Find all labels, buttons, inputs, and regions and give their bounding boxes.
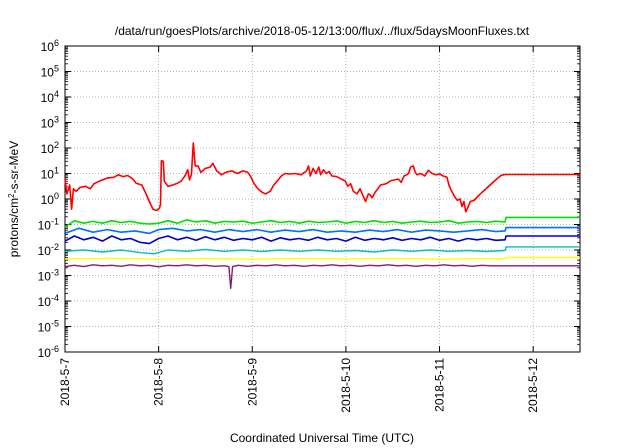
series-line-2 (64, 216, 580, 228)
x-axis-label: Coordinated Universal Time (UTC) (230, 431, 414, 445)
x-tick-label: 2018-5-12 (526, 358, 540, 413)
y-tick-label: 10-6 (38, 344, 59, 360)
chart-title: /data/run/goesPlots/archive/2018-05-12/1… (115, 24, 530, 38)
series-line-7 (64, 264, 580, 289)
y-tick-label: 104 (41, 89, 59, 105)
y-tick-label: 100 (41, 191, 59, 207)
x-tick-labels: 2018-5-7 2018-5-8 2018-5-9 2018-5-10 2018-5-… (58, 358, 540, 413)
axis-ticks (64, 45, 580, 353)
y-tick-label: 101 (41, 166, 59, 182)
x-tick-label: 2018-5-9 (245, 358, 259, 406)
x-tick-label: 2018-5-7 (58, 358, 72, 406)
x-tick-label: 2018-5-10 (339, 358, 353, 413)
y-tick-label: 10-1 (38, 217, 59, 233)
series-line-6 (64, 256, 580, 260)
y-tick-label: 10-4 (38, 293, 59, 309)
y-tick-label: 102 (41, 140, 59, 156)
y-tick-labels: 10-6 10-5 10-4 10-3 10-2 10-1 100 101 102 103 104 1… (38, 38, 59, 360)
series-line-1 (64, 142, 580, 213)
y-tick-label: 105 (41, 64, 59, 80)
x-tick-label: 2018-5-11 (433, 358, 447, 412)
series-line-3 (64, 226, 580, 235)
series-group (64, 142, 580, 289)
series-line-5 (64, 246, 580, 255)
y-tick-label: 10-3 (38, 268, 59, 284)
y-tick-label: 10-5 (38, 319, 59, 335)
plot-frame (64, 45, 581, 353)
grid (65, 46, 580, 352)
y-axis-label: protons/cm2-s-sr-MeV (7, 141, 22, 257)
y-tick-label: 106 (41, 38, 59, 54)
y-tick-label: 10-2 (38, 242, 59, 258)
x-tick-label: 2018-5-8 (152, 358, 166, 406)
y-tick-label: 103 (41, 115, 59, 131)
series-line-4 (64, 235, 580, 245)
